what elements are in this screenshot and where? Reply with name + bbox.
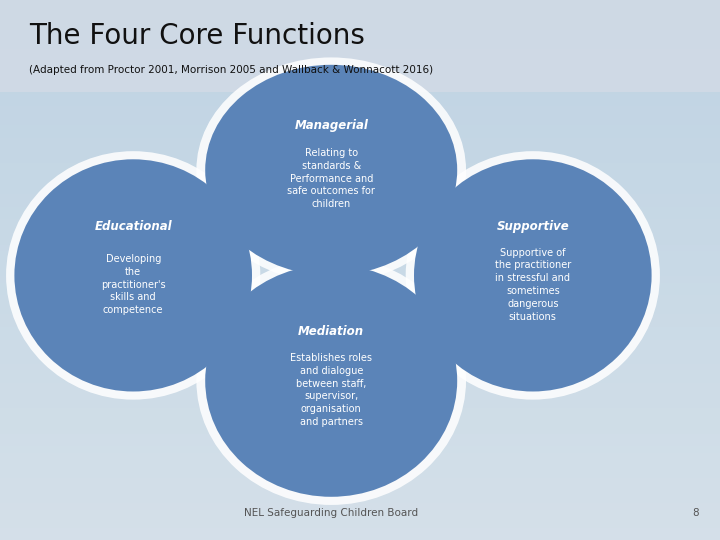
Text: Relating to
standards &
Performance and
safe outcomes for
children: Relating to standards & Performance and …	[287, 148, 375, 209]
Ellipse shape	[205, 265, 457, 497]
Polygon shape	[212, 335, 246, 361]
Text: Supportive of
the practitioner
in stressful and
sometimes
dangerous
situations: Supportive of the practitioner in stress…	[495, 248, 571, 322]
Polygon shape	[212, 184, 246, 210]
Ellipse shape	[405, 151, 660, 400]
Text: Developing
the
practitioner's
skills and
competence: Developing the practitioner's skills and…	[101, 254, 166, 315]
Text: Managerial: Managerial	[294, 119, 368, 132]
Ellipse shape	[205, 65, 457, 275]
Text: NEL Safeguarding Children Board: NEL Safeguarding Children Board	[244, 508, 418, 518]
Text: 8: 8	[692, 508, 698, 518]
Text: Mediation: Mediation	[298, 326, 364, 339]
Ellipse shape	[197, 57, 466, 283]
Text: Educational: Educational	[94, 220, 172, 233]
Polygon shape	[416, 335, 451, 361]
Ellipse shape	[414, 159, 652, 392]
Text: (Adapted from Proctor 2001, Morrison 2005 and Wallback & Wonnacott 2016): (Adapted from Proctor 2001, Morrison 200…	[29, 65, 433, 75]
Polygon shape	[416, 184, 451, 210]
Text: Establishes roles
and dialogue
between staff,
supervisor,
organisation
and partn: Establishes roles and dialogue between s…	[290, 353, 372, 427]
Ellipse shape	[6, 151, 261, 400]
Text: The Four Core Functions: The Four Core Functions	[29, 22, 364, 50]
Ellipse shape	[14, 159, 252, 392]
Ellipse shape	[197, 256, 466, 505]
Text: Supportive: Supportive	[496, 220, 570, 233]
Bar	[0, 0, 720, 92]
